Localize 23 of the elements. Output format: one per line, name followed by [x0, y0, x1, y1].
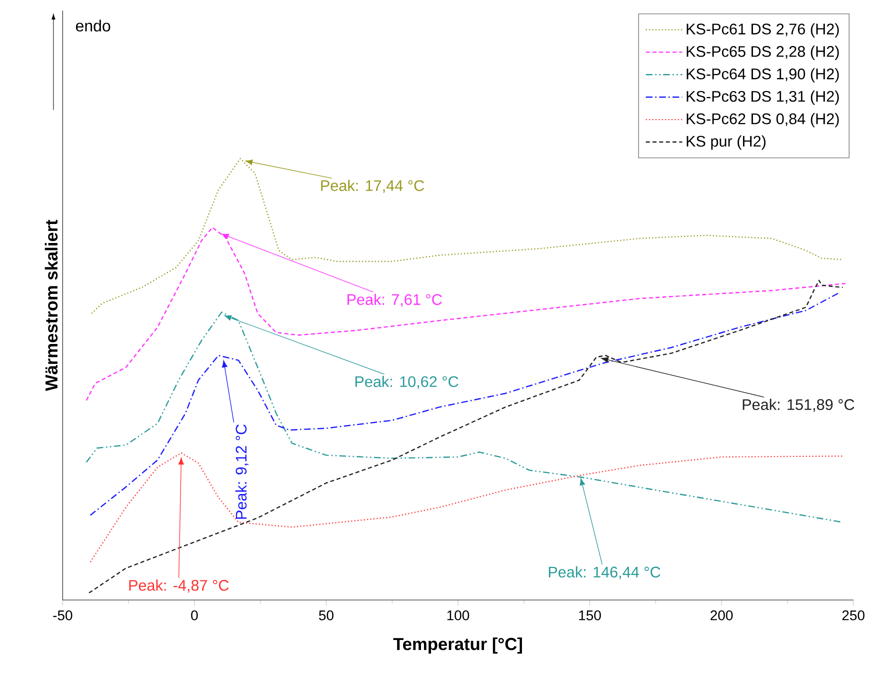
- annotation: Peak: -4,87 °C: [129, 580, 229, 593]
- y-axis-title: Wärmestrom skaliert: [44, 220, 58, 392]
- x-axis-title: Temperatur [°C]: [393, 637, 522, 654]
- annotation: Peak: 7,61 °C: [348, 294, 442, 307]
- x-tick-label: 150: [579, 610, 601, 620]
- x-tick-label: 200: [710, 610, 733, 620]
- annotation: Peak: 151,89 °C: [742, 398, 854, 412]
- text: endo: [76, 20, 110, 32]
- legend-label: KS-Pc62 DS 0,84 (H2): [686, 112, 839, 128]
- x-tick-label: 0: [191, 610, 198, 620]
- x-tick-label: 50: [319, 610, 334, 620]
- legend-label: KS-Pc63 DS 1,31 (H2): [686, 90, 839, 105]
- annotation: Peak: 9,12 °C: [235, 424, 248, 519]
- legend-label: KS-Pc61 DS 2,76 (H2): [686, 23, 839, 38]
- x-tick-label: 250: [842, 610, 864, 620]
- x-tick-label: -50: [53, 610, 72, 620]
- annotation: Peak: 10,62 °C: [355, 376, 458, 389]
- annotation: Peak: 17,44 °C: [321, 180, 424, 193]
- legend-label: KS-Pc64 DS 1,90 (H2): [686, 68, 839, 82]
- annotation: Peak: 146,44 °C: [548, 566, 660, 580]
- x-tick-label: 100: [447, 610, 470, 620]
- legend-label: KS pur (H2): [686, 135, 766, 150]
- legend-label: KS-Pc65 DS 2,28 (H2): [686, 46, 839, 60]
